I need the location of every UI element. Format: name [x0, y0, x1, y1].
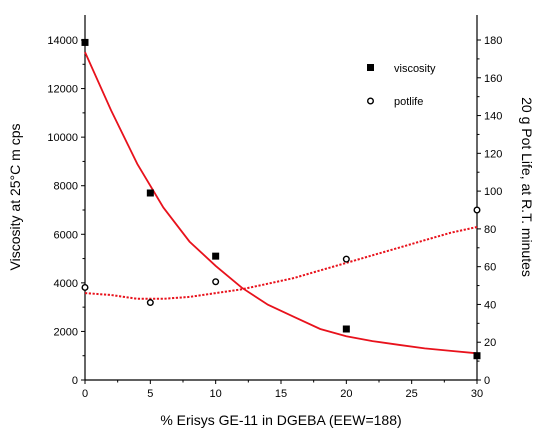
point-potlife	[473, 206, 481, 214]
point-potlife	[212, 278, 220, 286]
right-y-axis-ticks: 0 20 40 60 80 100 120 140 160 180	[477, 35, 502, 387]
point-viscosity	[146, 189, 154, 197]
left-y-tick-label: 12000	[47, 84, 78, 96]
right-y-tick-label: 0	[484, 375, 490, 387]
point-viscosity	[473, 352, 481, 360]
right-y-tick-label: 100	[484, 186, 502, 198]
left-y-axis-ticks: 0 2000 4000 6000 8000 10000 12000 14000	[47, 35, 85, 387]
left-y-tick-label: 4000	[54, 278, 78, 290]
legend-viscosity-label: viscosity	[394, 63, 436, 75]
data-points	[81, 38, 481, 360]
legend-viscosity-marker	[367, 64, 374, 71]
fit-curve-potlife	[84, 226, 478, 300]
fit-curves	[84, 51, 478, 355]
legend-potlife-marker	[367, 97, 375, 105]
x-tick-label: 10	[210, 388, 222, 400]
x-tick-label: 20	[340, 388, 352, 400]
left-y-tick-label: 2000	[54, 326, 78, 338]
left-y-tick-label: 8000	[54, 181, 78, 193]
x-axis-title: % Erisys GE-11 in DGEBA (EEW=188)	[160, 412, 401, 428]
x-tick-label: 0	[82, 388, 88, 400]
x-tick-label: 30	[471, 388, 483, 400]
right-y-tick-label: 60	[484, 262, 496, 274]
right-y-tick-label: 140	[484, 111, 502, 123]
point-potlife	[146, 299, 154, 307]
x-axis-ticks: 0 5 10 15 20 25 30	[82, 380, 483, 400]
point-viscosity	[212, 252, 220, 260]
x-tick-label: 15	[275, 388, 287, 400]
right-y-tick-label: 160	[484, 73, 502, 85]
left-y-axis-title: Viscosity at 25°C m cps	[7, 124, 23, 271]
left-y-tick-label: 0	[72, 375, 78, 387]
right-y-tick-label: 20	[484, 337, 496, 349]
left-y-tick-label: 10000	[47, 132, 78, 144]
right-y-tick-label: 80	[484, 224, 496, 236]
point-potlife	[342, 255, 350, 263]
point-viscosity	[342, 325, 350, 333]
left-y-tick-label: 14000	[47, 35, 78, 47]
point-viscosity	[81, 38, 89, 46]
right-y-axis-title: 20 g Pot Life, at R.T. minutes	[519, 97, 535, 277]
point-potlife	[81, 283, 89, 291]
legend: viscosity potlife	[367, 63, 436, 108]
right-y-tick-label: 40	[484, 299, 496, 311]
left-y-tick-label: 6000	[54, 229, 78, 241]
x-tick-label: 25	[406, 388, 418, 400]
legend-potlife-label: potlife	[394, 96, 423, 108]
fit-curve-viscosity	[84, 51, 478, 355]
right-y-tick-label: 180	[484, 35, 502, 47]
x-tick-label: 5	[147, 388, 153, 400]
right-y-tick-label: 120	[484, 148, 502, 160]
